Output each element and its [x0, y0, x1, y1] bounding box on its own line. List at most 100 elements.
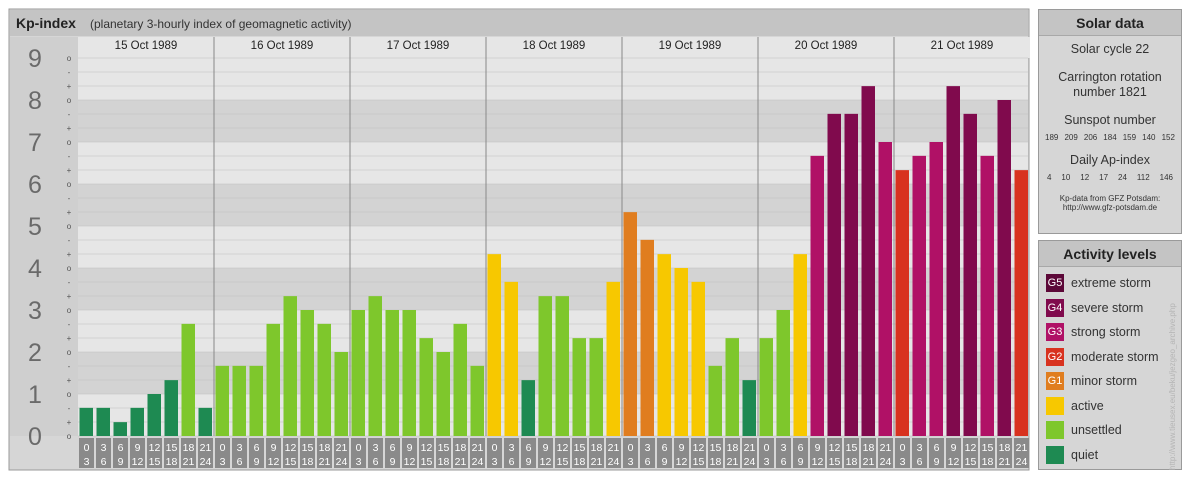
interval-end-label: 3 [628, 456, 634, 468]
interval-cell [487, 438, 502, 468]
activity-levels-panel: Activity levels G5 extreme storm G4 severe … [1038, 240, 1182, 470]
kp-bar [487, 254, 501, 436]
interval-end-label: 15 [421, 456, 433, 468]
kp-bar [1014, 170, 1028, 436]
interval-cell [1014, 438, 1029, 468]
interval-cell [640, 438, 655, 468]
interval-cell [895, 438, 910, 468]
minor-mark: + [67, 250, 72, 259]
interval-start-label: 9 [135, 442, 141, 454]
interval-end-label: 15 [149, 456, 161, 468]
interval-start-label: 9 [951, 442, 957, 454]
minor-mark: o [67, 138, 72, 147]
interval-cell [419, 438, 434, 468]
kp-bar [640, 239, 654, 436]
interval-end-label: 3 [356, 456, 362, 468]
kp-band [10, 100, 1028, 142]
interval-cell [317, 438, 332, 468]
interval-cell [606, 438, 621, 468]
interval-end-label: 3 [764, 456, 770, 468]
activity-level-swatch: G2 [1046, 347, 1064, 366]
interval-end-label: 3 [492, 456, 498, 468]
interval-cell [708, 438, 723, 468]
interval-cell [164, 438, 179, 468]
kp-bar [810, 155, 824, 437]
interval-end-label: 9 [390, 456, 396, 468]
minor-mark-column [60, 37, 78, 436]
interval-end-label: 15 [285, 456, 297, 468]
date-label: 17 Oct 1989 [387, 40, 450, 52]
kp-bar [198, 407, 212, 436]
kp-bar [317, 323, 331, 436]
date-label: 21 Oct 1989 [931, 40, 994, 52]
kp-bar [929, 142, 943, 436]
interval-end-label: 21 [319, 456, 331, 468]
minor-mark: o [67, 180, 72, 189]
activity-levels-heading: Activity levels [1039, 241, 1181, 267]
interval-end-label: 12 [404, 456, 416, 468]
minor-mark: - [68, 110, 71, 119]
interval-start-label: 9 [679, 442, 685, 454]
kp-bar [79, 407, 93, 436]
kp-bar [657, 254, 671, 436]
interval-start-label: 18 [863, 442, 875, 454]
interval-end-label: 15 [693, 456, 705, 468]
interval-start-label: 12 [285, 442, 297, 454]
interval-cell [130, 438, 145, 468]
interval-start-label: 3 [645, 442, 651, 454]
interval-end-label: 21 [999, 456, 1011, 468]
interval-start-label: 18 [727, 442, 739, 454]
activity-level-swatch: G3 [1046, 323, 1064, 342]
interval-cell [776, 438, 791, 468]
kp-bar [164, 380, 178, 436]
kp-bar [521, 380, 535, 436]
interval-start-label: 6 [526, 442, 532, 454]
kp-bar [606, 281, 620, 436]
activity-level-label: active [1071, 398, 1104, 413]
interval-start-label: 21 [880, 442, 892, 454]
kp-chart: Kp-index (planetary 3-hourly index of ge… [8, 8, 1030, 471]
kp-bar [793, 254, 807, 436]
solar-cycle: Solar cycle 22 [1070, 42, 1150, 56]
interval-start-label: 0 [764, 442, 770, 454]
activity-level-swatch [1046, 445, 1064, 464]
kp-bar [266, 323, 280, 436]
interval-end-label: 3 [900, 456, 906, 468]
interval-end-label: 9 [934, 456, 940, 468]
kp-bar [725, 338, 739, 436]
interval-end-label: 12 [268, 456, 280, 468]
minor-mark: + [67, 82, 72, 91]
interval-start-label: 0 [900, 442, 906, 454]
interval-start-label: 12 [557, 442, 569, 454]
interval-end-label: 15 [557, 456, 569, 468]
interval-cell [504, 438, 519, 468]
interval-end-label: 6 [373, 456, 379, 468]
kp-bar [878, 142, 892, 436]
kp-bar [589, 338, 603, 436]
interval-end-label: 18 [166, 456, 178, 468]
sunspot-value: 140 [1142, 133, 1156, 142]
kp-bar [708, 365, 722, 436]
kp-band [10, 394, 1028, 436]
interval-end-label: 24 [880, 456, 892, 468]
kp-bar [538, 296, 552, 436]
interval-cell [436, 438, 451, 468]
activity-level-label: severe storm [1071, 300, 1144, 315]
interval-start-label: 3 [781, 442, 787, 454]
kp-bar [147, 394, 161, 436]
interval-cell [827, 438, 842, 468]
kp-bar [963, 113, 977, 437]
activity-level-swatch [1046, 421, 1064, 440]
interval-end-label: 18 [710, 456, 722, 468]
interval-cell [810, 438, 825, 468]
interval-start-label: 12 [829, 442, 841, 454]
y-tick-label: 5 [28, 213, 42, 241]
source-link[interactable]: http://www.gfz-potsdam.de [1062, 203, 1158, 212]
kp-band [10, 142, 1028, 184]
interval-end-label: 12 [540, 456, 552, 468]
sunspot-value: 206 [1083, 133, 1098, 142]
interval-start-label: 6 [118, 442, 124, 454]
interval-cell [147, 438, 162, 468]
interval-cell [759, 438, 774, 468]
interval-end-label: 12 [948, 456, 960, 468]
